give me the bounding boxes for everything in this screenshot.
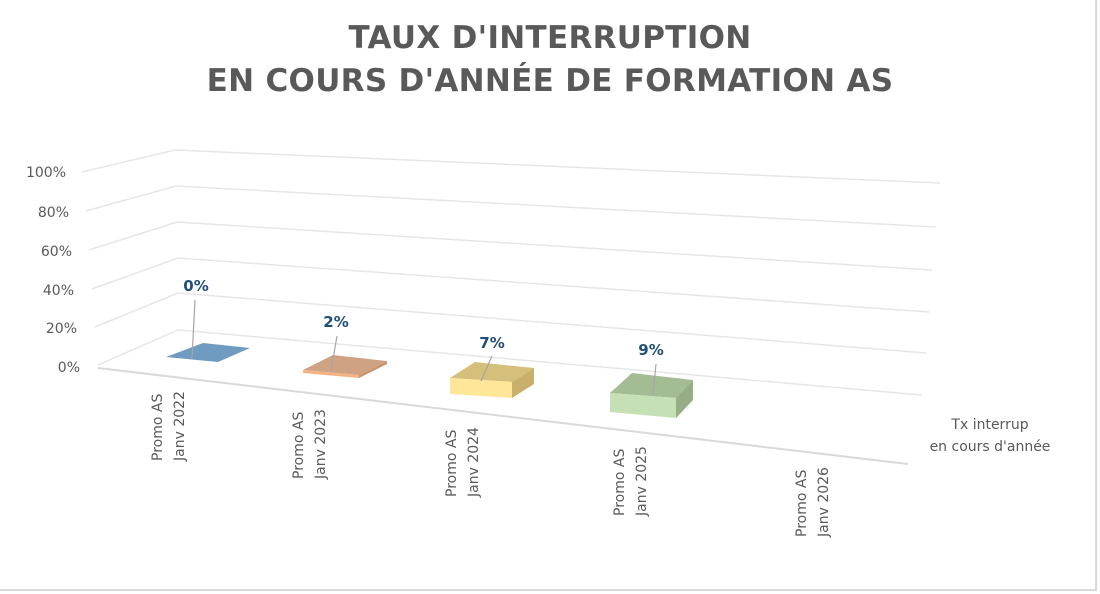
y-axis: 0% 20% 40% 60% 80% 100% xyxy=(26,165,80,376)
chart-title-line-2: EN COURS D'ANNÉE DE FORMATION AS xyxy=(206,63,894,99)
leader-line-2022 xyxy=(191,299,196,360)
gridline-80 xyxy=(85,185,937,228)
bar-2022-top xyxy=(166,343,250,362)
x-category-2024-line1: Promo AS xyxy=(444,430,460,497)
gridline-60 xyxy=(88,221,933,271)
gridline-40 xyxy=(91,257,930,313)
bar-2024[interactable] xyxy=(450,362,534,398)
leader-line-2023 xyxy=(330,335,338,372)
bar-2025[interactable] xyxy=(610,373,693,418)
bar-2024-side xyxy=(512,368,534,398)
x-category-2024-line2: Janv 2024 xyxy=(466,427,482,498)
x-category-2025-line1: Promo AS xyxy=(612,449,628,516)
gridlines xyxy=(81,149,941,396)
bar-2024-front xyxy=(450,378,512,398)
data-label-2024: 7% xyxy=(479,334,504,352)
bar-2022[interactable] xyxy=(166,343,250,362)
x-category-2025-line2: Janv 2025 xyxy=(634,446,650,517)
y-tick-0: 0% xyxy=(58,360,80,376)
bar-2023[interactable] xyxy=(303,355,387,378)
leader-lines xyxy=(191,299,657,396)
x-category-2026-line2: Janv 2026 xyxy=(816,467,832,538)
y-tick-40: 40% xyxy=(43,283,74,299)
leader-line-2024 xyxy=(480,355,493,382)
x-category-2026-line1: Promo AS xyxy=(794,470,810,537)
x-category-2025: Promo AS Janv 2025 xyxy=(612,446,650,517)
bar-2023-front xyxy=(303,370,359,378)
data-label-2023: 2% xyxy=(323,313,348,331)
bar-2025-side xyxy=(676,380,693,418)
gridline-0-back xyxy=(97,329,923,396)
x-category-2022-line1: Promo AS xyxy=(150,394,166,461)
bar-2025-front xyxy=(610,393,676,418)
chart-title-line-1: TAUX D'INTERRUPTION xyxy=(348,20,752,56)
leader-line-2025 xyxy=(652,363,657,396)
y-tick-60: 60% xyxy=(41,244,72,260)
data-label-2022: 0% xyxy=(183,277,208,295)
series-legend: Tx interrup en cours d'année xyxy=(905,414,1075,458)
x-category-2023-line1: Promo AS xyxy=(291,412,307,479)
bar-2024-top xyxy=(450,362,534,382)
x-category-2026: Promo AS Janv 2026 xyxy=(794,467,832,538)
bar-2025-top xyxy=(610,373,693,398)
gridline-20 xyxy=(94,292,927,354)
x-category-2022-line2: Janv 2022 xyxy=(172,391,188,462)
x-category-2023: Promo AS Janv 2023 xyxy=(291,409,329,480)
x-category-2022: Promo AS Janv 2022 xyxy=(150,391,188,462)
data-label-2025: 9% xyxy=(638,341,663,359)
legend-label-line-1: Tx interrup xyxy=(951,417,1029,433)
x-category-2024: Promo AS Janv 2024 xyxy=(444,427,482,498)
bar-2023-side xyxy=(359,361,387,378)
legend-label-line-2: en cours d'année xyxy=(929,439,1051,455)
data-labels: 0% 2% 7% 9% xyxy=(183,277,663,359)
floor-front-edge xyxy=(97,367,909,465)
x-axis: Promo AS Janv 2022 Promo AS Janv 2023 Pr… xyxy=(150,391,832,538)
gridline-100 xyxy=(81,149,941,184)
y-tick-100: 100% xyxy=(26,165,66,181)
y-tick-20: 20% xyxy=(46,321,77,337)
x-category-2023-line2: Janv 2023 xyxy=(313,409,329,480)
bar-2023-top xyxy=(303,355,387,375)
y-tick-80: 80% xyxy=(38,205,69,221)
